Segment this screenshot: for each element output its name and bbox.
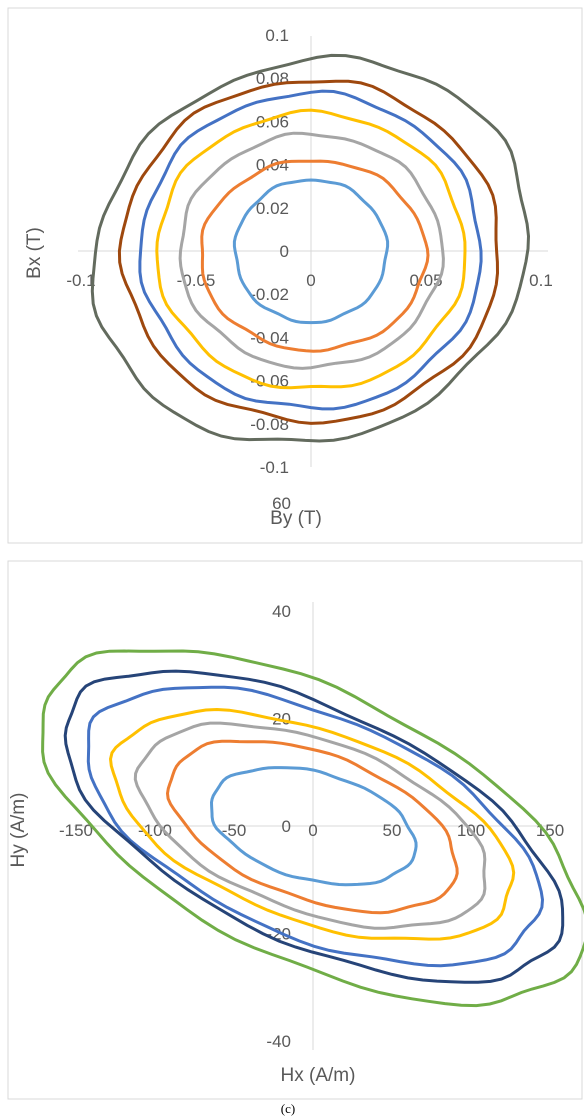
h-y-tick-label: 20	[272, 709, 291, 728]
h-y-tick-label: 60	[272, 494, 291, 513]
b-chart-frame	[7, 7, 583, 544]
h-x-tick-label: 150	[536, 821, 564, 840]
h-y-tick-label: 40	[272, 602, 291, 621]
b-x-tick-label: -0.1	[66, 271, 95, 290]
h-series-loop	[86, 685, 545, 968]
h-series-loop	[209, 766, 418, 887]
h-x-tick-label: 0	[308, 821, 317, 840]
b-y-tick-label: -0.04	[250, 328, 289, 347]
h-series-loop	[165, 739, 459, 915]
h-x-tick-label: -150	[59, 821, 93, 840]
b-chart-series	[90, 53, 531, 443]
figure-caption: (c)	[281, 1101, 295, 1116]
h-x-tick-label: -50	[222, 821, 247, 840]
b-locus-chart: -0.1 -0.05 0 0.05 0.10.10.080.060.040.020-0.…	[7, 7, 583, 544]
b-y-tick-label: 0	[280, 242, 289, 261]
b-x-axis-title: By (T)	[270, 508, 322, 529]
h-series-loop	[108, 707, 516, 941]
b-series-loop	[90, 53, 531, 443]
h-series-loop	[41, 649, 584, 1008]
b-y-axis-title: Bx (T)	[24, 227, 45, 279]
h-x-axis-title: Hx (A/m)	[281, 1065, 356, 1086]
h-chart-series	[41, 649, 584, 1008]
h-y-tick-label: -40	[266, 1032, 291, 1051]
h-x-tick-label: 50	[383, 821, 402, 840]
b-series-loop	[232, 178, 390, 325]
b-series-loop	[138, 89, 483, 411]
b-y-tick-label: 0.02	[256, 199, 289, 218]
b-x-tick-label: 0.1	[529, 271, 553, 290]
b-y-tick-label: -0.08	[250, 415, 289, 434]
b-series-loop	[117, 79, 500, 425]
h-y-tick-label: 0	[282, 817, 291, 836]
h-series-loop	[133, 721, 487, 930]
b-y-tick-label: -0.1	[260, 458, 289, 477]
b-series-loop	[178, 131, 445, 370]
h-y-axis-title: Hy (A/m)	[8, 793, 29, 868]
b-y-tick-label: -0.02	[250, 285, 289, 304]
b-y-tick-label: 0.1	[265, 26, 289, 45]
b-series-loop	[155, 108, 467, 390]
h-series-loop	[63, 669, 565, 984]
b-series-loop	[200, 159, 430, 353]
b-x-tick-label: 0	[306, 271, 315, 290]
